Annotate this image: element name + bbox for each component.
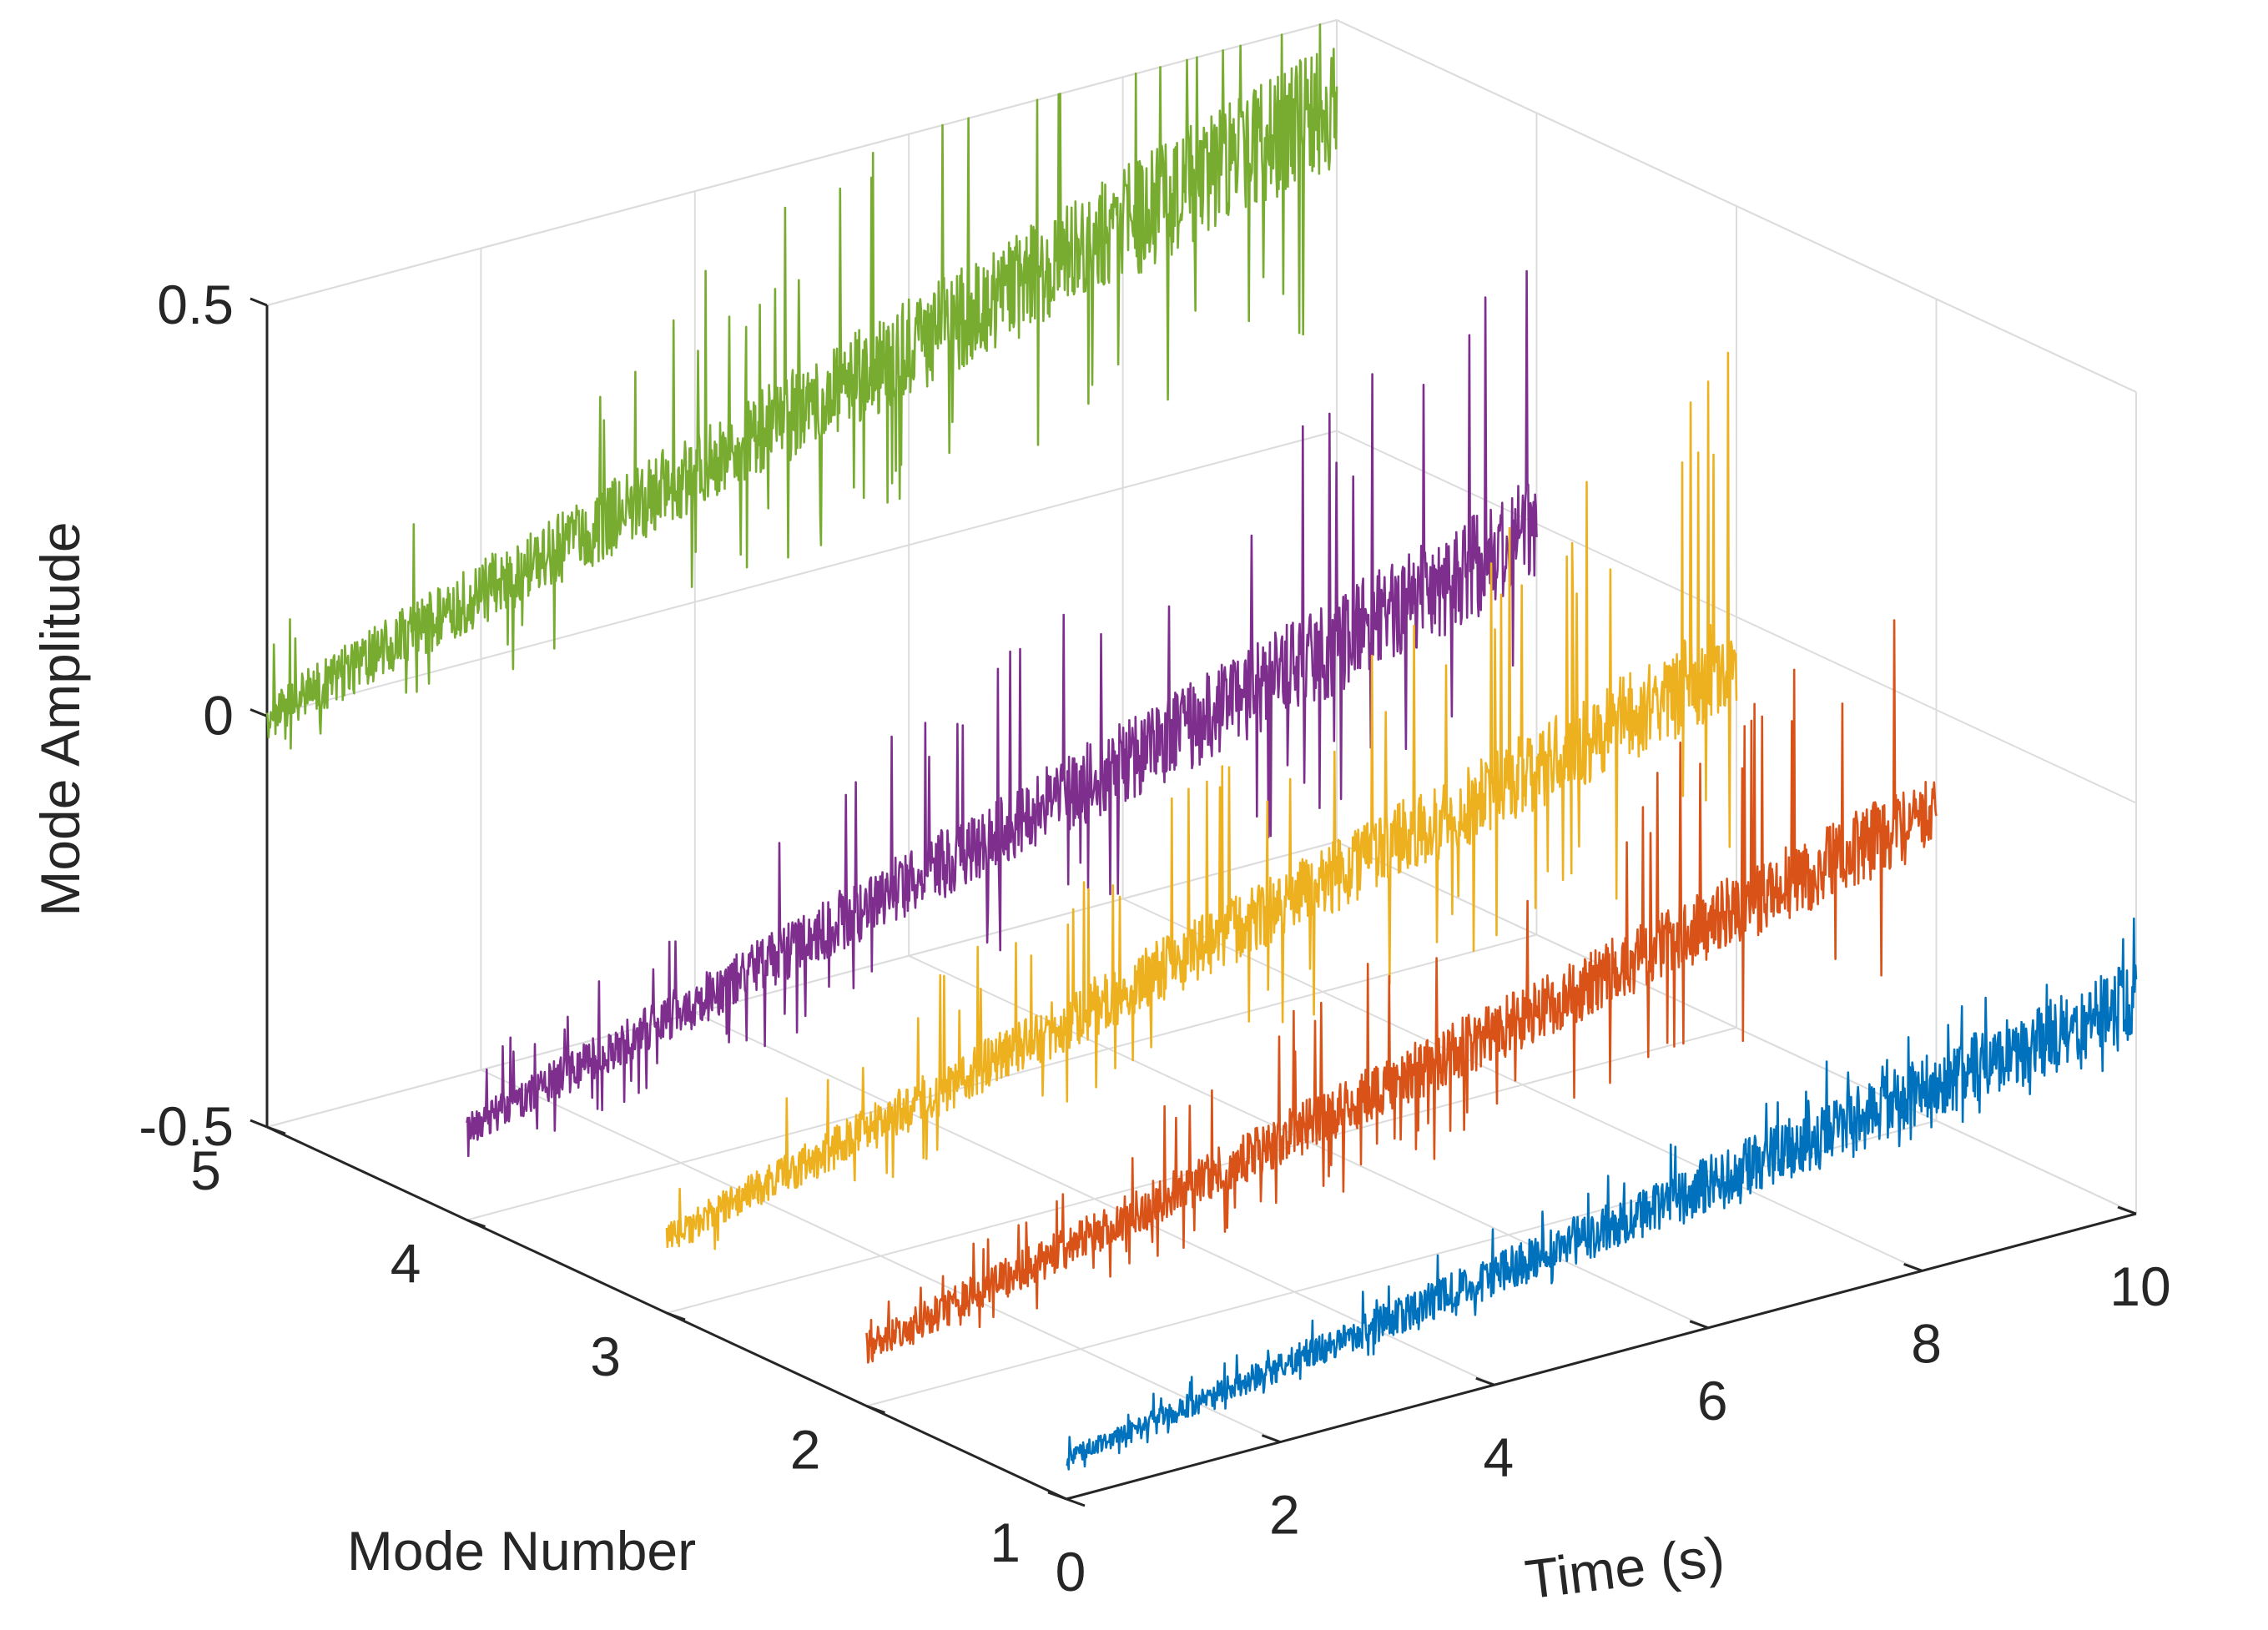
x-tick-mark — [1261, 1434, 1281, 1444]
box-edge — [1336, 19, 2137, 393]
z-tick-mark — [249, 708, 268, 717]
y-tick-mark — [865, 1405, 886, 1414]
series-line-mode-5 — [265, 23, 1338, 750]
x-tick-label: 0 — [1056, 1541, 1086, 1602]
box-edge — [266, 19, 1338, 306]
axes — [249, 297, 2137, 1507]
z-tick-label: -0.5 — [139, 1095, 234, 1157]
data-series — [265, 23, 2138, 1471]
series-line-mode-3 — [665, 351, 1738, 1250]
z-tick-mark — [249, 297, 268, 307]
x-tick-mark — [2117, 1205, 2137, 1215]
x-tick-mark — [1689, 1320, 1709, 1330]
x-axis-title: Time (s) — [1522, 1525, 1728, 1611]
z-tick-mark — [249, 1119, 268, 1129]
series-line-mode-4 — [466, 269, 1538, 1158]
side-wall-grid-amp — [1336, 841, 2137, 1215]
x-tick-label: 2 — [1269, 1484, 1300, 1546]
y-tick-mark — [466, 1219, 486, 1228]
x-tick-mark — [1903, 1262, 1923, 1272]
x-tick-mark — [1475, 1376, 1495, 1386]
z-tick-label: 0 — [203, 685, 234, 747]
back-wall-grid-amp — [266, 430, 1338, 717]
series-line-mode-1 — [1066, 917, 2138, 1471]
z-tick-label: 0.5 — [157, 274, 234, 335]
y-tick-mark — [1066, 1497, 1086, 1507]
x-tick-label: 4 — [1483, 1426, 1514, 1488]
y-tick-label: 5 — [190, 1139, 221, 1201]
x-tick-label: 6 — [1697, 1370, 1728, 1431]
x-axis-line — [1066, 1212, 2137, 1501]
y-axis-title: Mode Number — [347, 1520, 696, 1582]
x-tick-mark — [1047, 1491, 1067, 1501]
y-tick-label: 3 — [590, 1326, 621, 1387]
x-tick-label: 10 — [2109, 1255, 2170, 1317]
z-axis-title: Mode Amplitude — [29, 521, 91, 916]
series-line-mode-2 — [865, 619, 1938, 1364]
y-tick-label: 1 — [990, 1512, 1021, 1573]
x-tick-label: 8 — [1911, 1312, 1942, 1374]
y-tick-label: 2 — [790, 1419, 821, 1481]
y-tick-mark — [666, 1311, 686, 1321]
y-tick-label: 4 — [391, 1233, 421, 1295]
grid-lines — [266, 19, 2137, 1500]
y-tick-mark — [266, 1125, 286, 1135]
back-wall-grid-amp — [266, 841, 1338, 1128]
